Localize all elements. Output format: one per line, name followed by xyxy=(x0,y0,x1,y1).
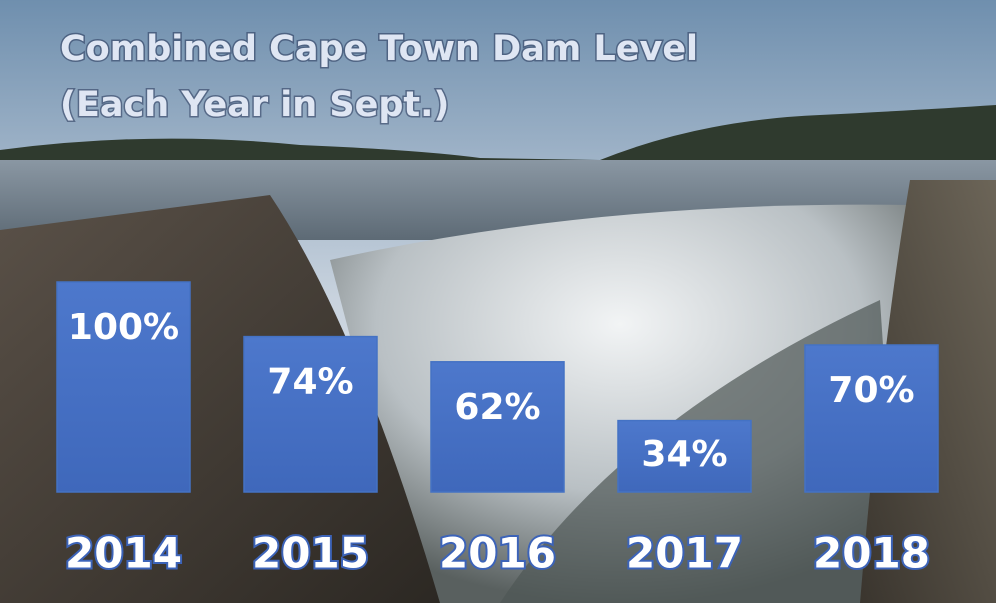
value-label: 70% xyxy=(828,370,914,411)
chart-title: Combined Cape Town Dam Level xyxy=(60,29,698,69)
x-tick-label: 2017 xyxy=(626,529,743,578)
x-tick-label: 2018 xyxy=(813,529,930,578)
bar xyxy=(430,361,565,493)
x-tick-label: 2016 xyxy=(439,529,556,578)
bar xyxy=(804,344,939,493)
bar xyxy=(56,281,191,493)
value-label: 100% xyxy=(68,307,179,348)
value-label: 62% xyxy=(454,387,540,428)
value-label: 74% xyxy=(267,362,353,403)
x-tick-label: 2014 xyxy=(65,529,182,578)
bar xyxy=(243,335,378,493)
bar xyxy=(617,419,752,493)
value-label: 34% xyxy=(641,434,727,475)
x-tick-label: 2015 xyxy=(252,529,369,578)
chart-subtitle: (Each Year in Sept.) xyxy=(60,85,449,125)
